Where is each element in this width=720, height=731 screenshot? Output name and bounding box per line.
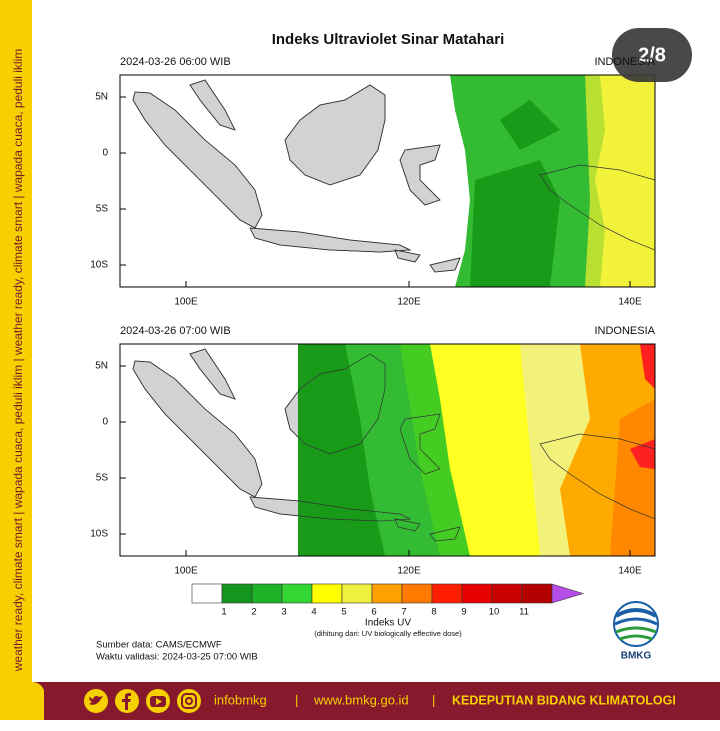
legend-swatch — [251, 583, 283, 604]
color-legend: 1 2 3 4 5 6 7 8 9 10 11 — [191, 583, 585, 618]
footer-separator: | — [432, 692, 435, 707]
legend-label: 7 — [401, 607, 406, 618]
sidebar-text: weather ready, climate smart | wapada cu… — [11, 49, 25, 673]
legend-swatch — [491, 583, 523, 604]
legend-label: 10 — [489, 607, 500, 618]
lon-label: 140E — [618, 297, 642, 308]
legend-label: 1 — [221, 607, 226, 618]
page-badge — [612, 28, 692, 82]
lon-label: 120E — [397, 297, 421, 308]
legend-swatch — [221, 583, 253, 604]
panel-region: INDONESIA — [594, 56, 655, 68]
footer-website[interactable]: www.bmkg.go.id — [313, 692, 409, 707]
legend-swatch — [461, 583, 493, 604]
lat-label: 5N — [95, 92, 108, 103]
legend-swatch — [281, 583, 313, 604]
sidebar — [0, 0, 32, 720]
legend-swatch — [431, 583, 463, 604]
legend-swatch — [191, 583, 223, 604]
legend-label: 11 — [519, 607, 529, 618]
legend-label: 8 — [431, 607, 436, 618]
legend-swatch — [521, 583, 553, 604]
lat-label: 10S — [90, 260, 108, 271]
panel-region: INDONESIA — [594, 325, 655, 337]
footer-separator: | — [295, 692, 298, 707]
social-icons — [84, 689, 201, 713]
footer-handle: infobmkg — [214, 692, 267, 707]
legend-swatch — [311, 583, 343, 604]
legend-swatch — [341, 583, 373, 604]
lat-label: 0 — [102, 417, 108, 428]
validity: Waktu validasi: 2024-03-25 07:00 WIB — [96, 652, 258, 663]
page-badge-text: 2/8 — [638, 44, 666, 66]
legend-label: 2 — [251, 607, 256, 618]
map-panel — [119, 343, 656, 557]
lon-label: 100E — [174, 297, 198, 308]
panel-time: 2024-03-26 06:00 WIB — [120, 56, 231, 68]
lat-label: 5N — [95, 361, 108, 372]
map-panel — [119, 74, 656, 288]
lat-label: 5S — [96, 204, 109, 215]
bmkg-logo — [613, 601, 659, 647]
source: Sumber data: CAMS/ECMWF — [96, 640, 222, 651]
lon-label: 140E — [618, 566, 642, 577]
instagram-icon[interactable] — [177, 689, 201, 713]
logo-text: BMKG — [621, 651, 652, 662]
legend-label: 5 — [341, 607, 346, 618]
legend-label: 3 — [281, 607, 286, 618]
lat-label: 5S — [96, 473, 109, 484]
lat-label: 10S — [90, 529, 108, 540]
lat-label: 0 — [102, 148, 108, 159]
legend-note: (dihitung dari: UV biologically effectiv… — [314, 629, 462, 638]
legend-label: 4 — [311, 607, 316, 618]
legend-swatch — [401, 583, 433, 604]
legend-label: 6 — [371, 607, 376, 618]
title: Indeks Ultraviolet Sinar Matahari — [272, 31, 505, 48]
legend-title: Indeks UV — [365, 618, 411, 629]
panel-time: 2024-03-26 07:00 WIB — [120, 325, 231, 337]
lon-label: 100E — [174, 566, 198, 577]
lon-label: 120E — [397, 566, 421, 577]
legend-swatch — [371, 583, 403, 604]
legend-overflow — [551, 583, 585, 604]
legend-label: 9 — [461, 607, 466, 618]
footer-department: KEDEPUTIAN BIDANG KLIMATOLOGI — [452, 693, 676, 707]
